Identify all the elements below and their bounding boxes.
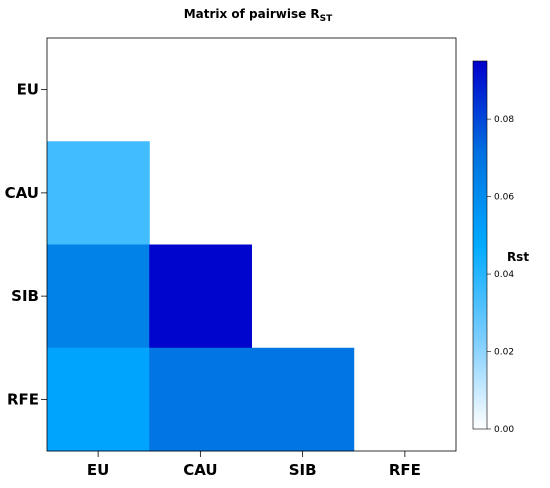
colorbar-tick-label: 0.08 [494,115,514,125]
cell-rfe-sib [251,347,355,452]
col-label-sib: SIB [289,461,317,479]
cell-rfe-cau [149,347,252,452]
cell-rfe-eu [47,347,150,452]
row-label-sib: SIB [11,287,39,305]
heatmap-cells [47,141,355,452]
chart-title-main: Matrix of pairwise R [184,7,320,21]
colorbar [472,60,488,430]
axes: EU CAU SIB RFE EU CAU SIB RFE [5,81,421,479]
row-label-cau: CAU [5,184,39,202]
colorbar-tick-label: 0.02 [494,348,514,358]
chart-title: Matrix of pairwise RST [184,7,333,24]
row-label-rfe: RFE [7,390,39,408]
col-label-eu: EU [87,461,109,479]
chart-title-subscript: ST [320,14,333,24]
colorbar-tick-label: 0.06 [494,193,514,203]
cell-sib-eu [47,244,150,349]
colorbar-title: Rst [507,250,529,264]
cell-sib-cau [149,244,252,349]
col-label-cau: CAU [183,461,217,479]
colorbar-tick-label: 0.04 [494,270,514,280]
row-label-eu: EU [17,81,39,99]
plot-frame [46,37,457,452]
cell-cau-eu [47,141,150,245]
colorbar-ticks: 0.00 0.02 0.04 0.06 0.08 [487,115,514,435]
colorbar-tick-label: 0.00 [494,425,514,435]
col-label-rfe: RFE [389,461,421,479]
